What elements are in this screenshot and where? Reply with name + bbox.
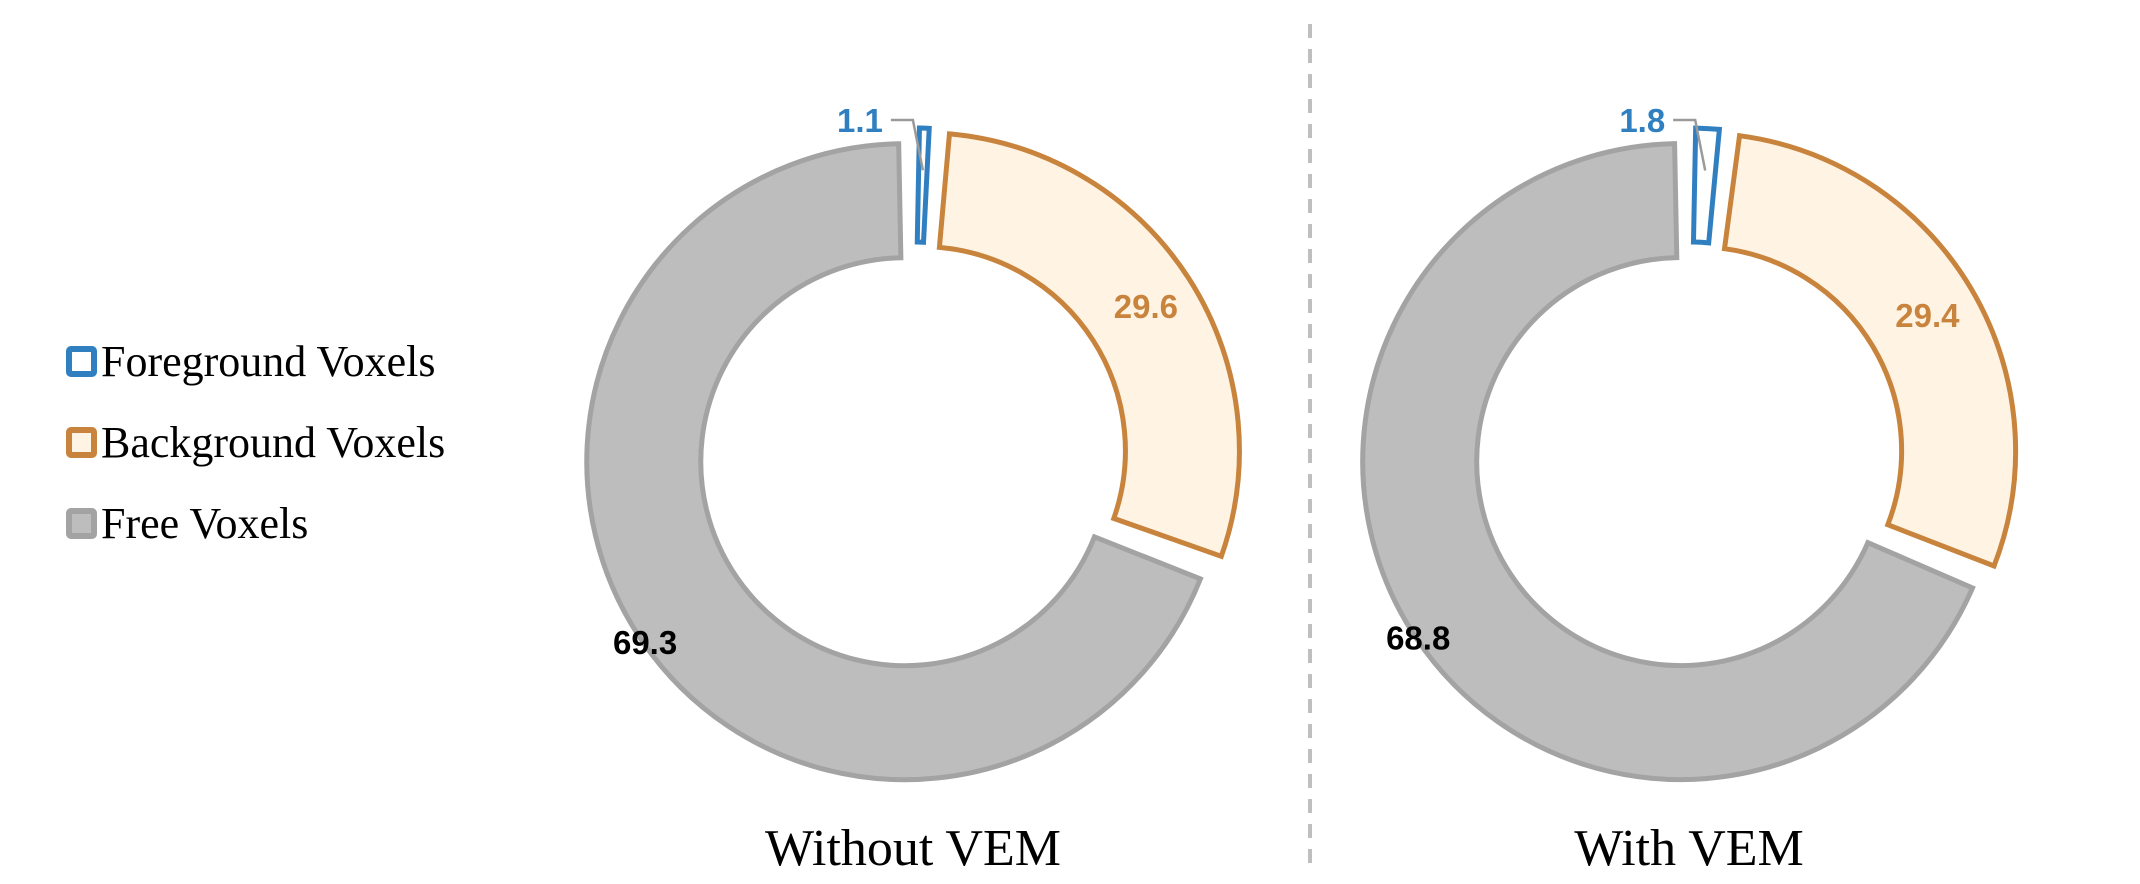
leader-line [1673,118,1707,171]
data-label: 1.8 [1619,102,1665,139]
legend: Foreground Voxels Background Voxels Free V… [66,337,445,548]
legend-item: Background Voxels [66,418,445,467]
data-label: 1.1 [837,102,883,139]
legend-item: Free Voxels [66,499,308,548]
foreground-slice [1690,125,1723,246]
chart-caption: Without VEM [765,820,1061,877]
legend-label: Foreground Voxels [101,337,436,386]
legend-item: Foreground Voxels [66,337,436,386]
legend-swatch [66,346,97,377]
legend-swatch [66,508,97,539]
free-slice [584,141,1204,783]
legend-label: Background Voxels [101,418,445,467]
chart-caption: With VEM [1574,820,1804,877]
legend-swatch [66,427,97,458]
legend-label: Free Voxels [101,499,308,548]
data-label: 69.3 [613,624,677,661]
data-label: 29.4 [1895,297,1960,334]
background-slice [1721,132,2019,570]
donut-chart-with-vem: 1.8 29.4 68.8 With VEM [1360,102,2019,877]
background-slice [936,131,1242,560]
free-slice [1360,141,1976,783]
data-label: 29.6 [1114,288,1178,325]
donut-chart-without-vem: 1.1 29.6 69.3 Without VEM [584,102,1242,877]
leader-line [890,118,925,171]
data-label: 68.8 [1386,620,1450,657]
